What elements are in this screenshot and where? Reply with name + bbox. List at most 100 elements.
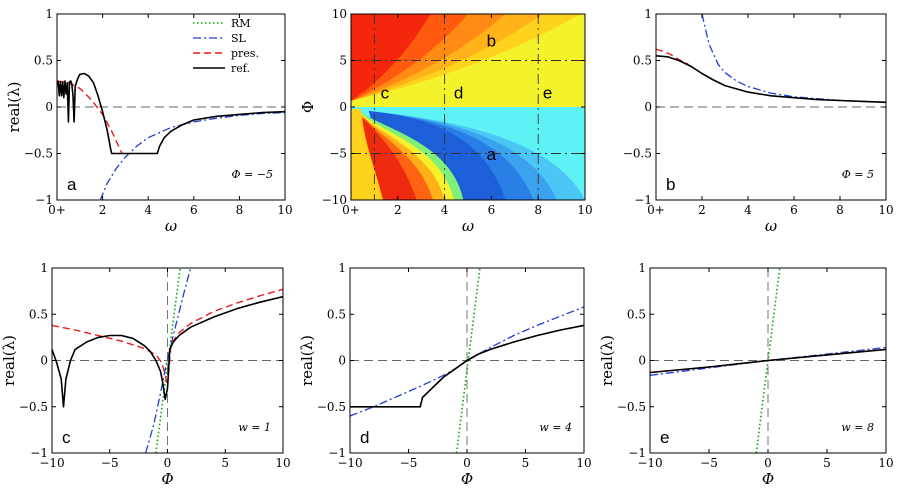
x-axis-label: Φ <box>762 470 774 488</box>
x-tick-label: 5 <box>221 456 229 470</box>
legend-label-RM: RM <box>231 17 251 30</box>
y-tick-label: 0.5 <box>29 307 48 321</box>
y-tick-label: −10 <box>322 193 347 207</box>
panel-a: 0+ 2 4 6 8 10 −1 −0.5 0 0.5 1 ω real(λ) a Φ = −5 RM SL pr… <box>5 7 293 235</box>
y-tick-label: 0 <box>638 354 646 368</box>
panel-label: c <box>62 428 71 447</box>
y-tick-label: 0 <box>40 354 48 368</box>
panel-annotation: Φ = −5 <box>232 168 273 181</box>
y-axis-label: real(λ) <box>5 82 23 133</box>
x-tick-label: 6 <box>790 203 798 217</box>
series-ref <box>52 295 283 408</box>
y-tick-label: −0.5 <box>617 400 646 414</box>
x-axis-label: ω <box>462 217 474 235</box>
x-tick-label: 0+ <box>48 203 66 217</box>
series-ref <box>650 348 886 374</box>
x-tick-label: 10 <box>576 456 591 470</box>
heatmap <box>351 14 585 200</box>
x-tick-label: 0 <box>164 456 172 470</box>
series-group <box>656 14 886 104</box>
x-tick-label: −10 <box>39 456 64 470</box>
y-tick-label: −1 <box>628 446 646 460</box>
series-ref <box>350 324 584 408</box>
x-tick-label: 5 <box>823 456 831 470</box>
series-RM <box>155 268 181 453</box>
y-tick-label: −1 <box>35 193 53 207</box>
y-tick-label: −5 <box>329 147 347 161</box>
panel-annotation: Φ = 5 <box>842 168 874 181</box>
y-tick-label: −1 <box>328 446 346 460</box>
panel-label: a <box>67 175 77 194</box>
y-tick-label: −1 <box>30 446 48 460</box>
x-tick-label: 4 <box>144 203 152 217</box>
panel-annotation: w = 8 <box>841 421 874 434</box>
y-tick-label: 0.5 <box>327 307 346 321</box>
x-tick-label: −5 <box>700 456 718 470</box>
panel-map: b c d e a 0+ 2 4 6 8 10 −10 −5 0 5 10 ω Φ <box>299 7 593 235</box>
y-axis-label: real(λ) <box>298 335 316 386</box>
y-tick-label: −0.5 <box>24 147 53 161</box>
y-tick-label: 1 <box>338 261 346 275</box>
y-tick-label: 0.5 <box>34 54 53 68</box>
legend-label-ref: ref. <box>231 62 250 75</box>
legend-label-SL: SL <box>231 32 247 45</box>
series-ref <box>656 55 886 104</box>
x-tick-label: −5 <box>101 456 119 470</box>
series-ref <box>57 72 285 155</box>
y-tick-label: 0 <box>45 100 53 114</box>
series-pres <box>52 288 283 388</box>
region-label-a: a <box>487 145 497 164</box>
x-tick-label: 0 <box>764 456 772 470</box>
region-label-b: b <box>487 32 496 51</box>
x-tick-label: 8 <box>236 203 244 217</box>
y-axis-label: real(λ) <box>0 335 18 386</box>
x-tick-label: 10 <box>275 456 290 470</box>
series-SL <box>144 268 192 453</box>
x-tick-label: 2 <box>394 203 402 217</box>
x-tick-label: 0+ <box>647 203 665 217</box>
series-group <box>650 268 886 453</box>
panel-label: d <box>360 428 369 447</box>
x-tick-label: 2 <box>99 203 107 217</box>
y-axis-label: Φ <box>299 101 317 113</box>
x-tick-label: 8 <box>836 203 844 217</box>
y-tick-label: −0.5 <box>19 400 48 414</box>
series-pres <box>57 80 123 154</box>
x-tick-label: 4 <box>441 203 449 217</box>
y-tick-label: 1 <box>644 7 652 21</box>
x-tick-label: 10 <box>277 203 292 217</box>
x-tick-label: 6 <box>190 203 198 217</box>
y-axis-label: real(λ) <box>598 335 616 386</box>
heat-edge-band <box>351 109 383 200</box>
y-tick-label: −0.5 <box>623 147 652 161</box>
x-tick-label: 10 <box>878 203 893 217</box>
y-tick-label: −0.5 <box>317 400 346 414</box>
y-tick-label: 1 <box>40 261 48 275</box>
y-tick-label: 5 <box>339 54 347 68</box>
x-tick-label: 2 <box>698 203 706 217</box>
region-label-c: c <box>381 84 390 103</box>
x-axis-label: ω <box>765 217 777 235</box>
region-label-d: d <box>454 84 463 103</box>
x-tick-label: 8 <box>534 203 542 217</box>
x-axis-label: Φ <box>461 470 473 488</box>
series-group <box>350 268 584 453</box>
x-tick-label: 0+ <box>342 203 360 217</box>
region-label-e: e <box>543 84 552 103</box>
x-tick-label: 6 <box>488 203 496 217</box>
legend: RM SL pres. ref. <box>193 17 259 75</box>
x-axis-label: ω <box>165 217 177 235</box>
x-tick-label: 10 <box>577 203 592 217</box>
panel-b: 0+ 2 4 6 8 10 −1 −0.5 0 0.5 1 ω b Φ = 5 <box>623 7 894 235</box>
y-tick-label: 0 <box>338 354 346 368</box>
y-tick-label: 10 <box>332 7 347 21</box>
y-tick-label: 0.5 <box>633 54 652 68</box>
x-tick-label: −10 <box>637 456 662 470</box>
series-group <box>57 72 285 200</box>
series-SL <box>99 111 285 200</box>
panel-label: e <box>660 428 669 447</box>
x-tick-label: 0 <box>463 456 471 470</box>
legend-label-pres: pres. <box>231 47 259 60</box>
